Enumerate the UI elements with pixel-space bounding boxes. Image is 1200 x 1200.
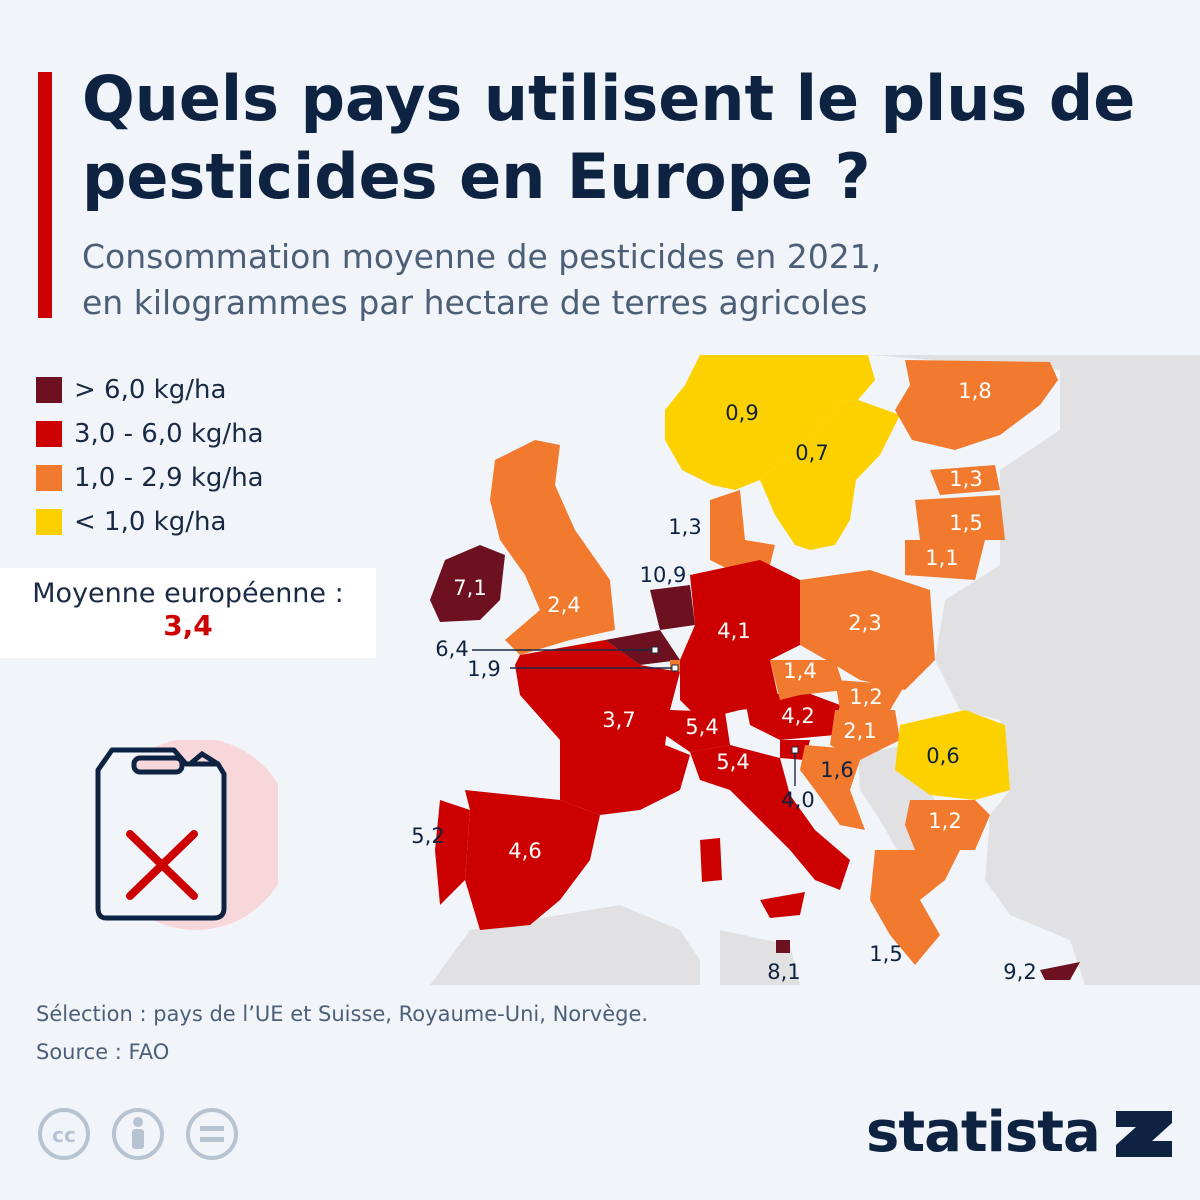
value-label-france: 3,7 <box>602 708 635 732</box>
european-average-label: Moyenne européenne : <box>32 578 344 609</box>
region-malta <box>776 940 790 953</box>
canister-x-icon <box>95 740 278 930</box>
value-label-united-kingdom: 2,4 <box>547 593 580 617</box>
value-label-germany: 4,1 <box>717 619 750 643</box>
value-label-sweden: 0,7 <box>795 441 828 465</box>
legend-swatch <box>36 465 62 491</box>
region-czechia <box>770 660 845 700</box>
value-label-norway: 0,9 <box>725 401 758 425</box>
region-slovakia <box>835 680 905 710</box>
statista-logo-icon <box>1115 1110 1172 1157</box>
region-estonia <box>930 465 1000 495</box>
value-label-portugal: 5,2 <box>411 824 444 848</box>
region-france <box>515 640 690 815</box>
region-ireland <box>430 545 505 622</box>
source-note: Source : FAO <box>36 1040 170 1064</box>
european-average-value: 3,4 <box>163 609 213 642</box>
value-label-latvia: 1,5 <box>949 511 982 535</box>
region-latvia <box>915 495 1005 540</box>
region-united-kingdom <box>490 440 615 655</box>
value-label-romania: 0,6 <box>926 744 959 768</box>
value-label-greece: 1,5 <box>869 942 902 966</box>
region-sweden <box>760 400 900 550</box>
region-cyprus <box>1040 962 1080 980</box>
map-legend: > 6,0 kg/ha 3,0 - 6,0 kg/ha 1,0 - 2,9 kg… <box>36 368 264 544</box>
value-label-austria: 4,2 <box>781 704 814 728</box>
value-label-netherlands: 10,9 <box>640 563 687 587</box>
region-portugal <box>435 800 470 905</box>
region-lithuania <box>905 540 985 580</box>
european-average-box: Moyenne européenne : 3,4 <box>0 568 376 658</box>
region-austria <box>745 690 840 740</box>
marker-slovenia <box>791 746 799 754</box>
region-germany <box>680 560 800 720</box>
legend-item: < 1,0 kg/ha <box>36 500 264 544</box>
value-label-ireland: 7,1 <box>453 576 486 600</box>
value-label-slovenia: 4,0 <box>781 788 814 812</box>
value-label-finland: 1,8 <box>958 379 991 403</box>
attribution-icon <box>112 1108 164 1160</box>
region-romania <box>895 710 1010 800</box>
legend-item: 1,0 - 2,9 kg/ha <box>36 456 264 500</box>
value-label-luxembourg: 1,9 <box>467 657 500 681</box>
value-label-switzerland: 5,4 <box>685 715 718 739</box>
page-title: Quels pays utilisent le plus de pesticid… <box>82 62 1136 213</box>
region-croatia <box>800 745 865 830</box>
legend-item: > 6,0 kg/ha <box>36 368 264 412</box>
legend-label: 3,0 - 6,0 kg/ha <box>74 419 264 449</box>
subtitle-line-1: Consommation moyenne de pesticides en 20… <box>82 237 882 276</box>
value-label-cyprus: 9,2 <box>1003 960 1036 984</box>
value-label-italy: 5,4 <box>716 750 749 774</box>
value-label-czechia: 1,4 <box>783 659 816 683</box>
noderivs-icon <box>186 1108 238 1160</box>
value-label-malta: 8,1 <box>767 960 800 984</box>
region-spain <box>465 790 600 930</box>
legend-swatch <box>36 509 62 535</box>
legend-label: > 6,0 kg/ha <box>74 375 227 405</box>
region-hungary <box>830 710 900 760</box>
value-label-spain: 4,6 <box>508 839 541 863</box>
cc-icon: cc <box>38 1108 90 1160</box>
region-greece <box>870 850 960 965</box>
value-label-hungary: 2,1 <box>843 719 876 743</box>
region-belgium <box>605 630 680 665</box>
region-denmark <box>710 490 775 570</box>
statista-brand: statista <box>866 1100 1176 1165</box>
legend-swatch <box>36 421 62 447</box>
legend-item: 3,0 - 6,0 kg/ha <box>36 412 264 456</box>
license-icons: cc <box>36 1106 246 1166</box>
svg-text:cc: cc <box>52 1123 76 1147</box>
region-sardinia <box>700 838 722 882</box>
region-sicily <box>760 892 805 918</box>
title-accent-bar <box>38 72 52 318</box>
value-label-lithuania: 1,1 <box>925 546 958 570</box>
marker-belgium <box>651 646 659 654</box>
value-label-poland: 2,3 <box>848 611 881 635</box>
europe-map: 0,9 0,7 1,8 1,3 1,5 1,1 1,3 7,1 2,4 10,9… <box>300 340 1200 990</box>
value-label-croatia: 1,6 <box>820 758 853 782</box>
legend-label: 1,0 - 2,9 kg/ha <box>74 463 264 493</box>
value-label-estonia: 1,3 <box>949 467 982 491</box>
selection-note: Sélection : pays de l’UE et Suisse, Roya… <box>36 1002 649 1026</box>
marker-luxembourg <box>671 664 679 672</box>
region-italy <box>690 745 850 890</box>
value-label-belgium: 6,4 <box>435 637 468 661</box>
page-subtitle: Consommation moyenne de pesticides en 20… <box>82 234 1162 326</box>
legend-label: < 1,0 kg/ha <box>74 507 227 537</box>
region-netherlands <box>650 585 695 630</box>
region-finland <box>895 360 1058 450</box>
region-bulgaria <box>905 800 990 850</box>
value-label-denmark: 1,3 <box>668 515 701 539</box>
value-label-slovakia: 1,2 <box>849 685 882 709</box>
statista-wordmark: statista <box>866 1100 1101 1165</box>
region-switzerland <box>665 710 730 752</box>
region-norway <box>665 355 875 490</box>
value-label-bulgaria: 1,2 <box>928 809 961 833</box>
subtitle-line-2: en kilogrammes par hectare de terres agr… <box>82 283 868 322</box>
legend-swatch <box>36 377 62 403</box>
